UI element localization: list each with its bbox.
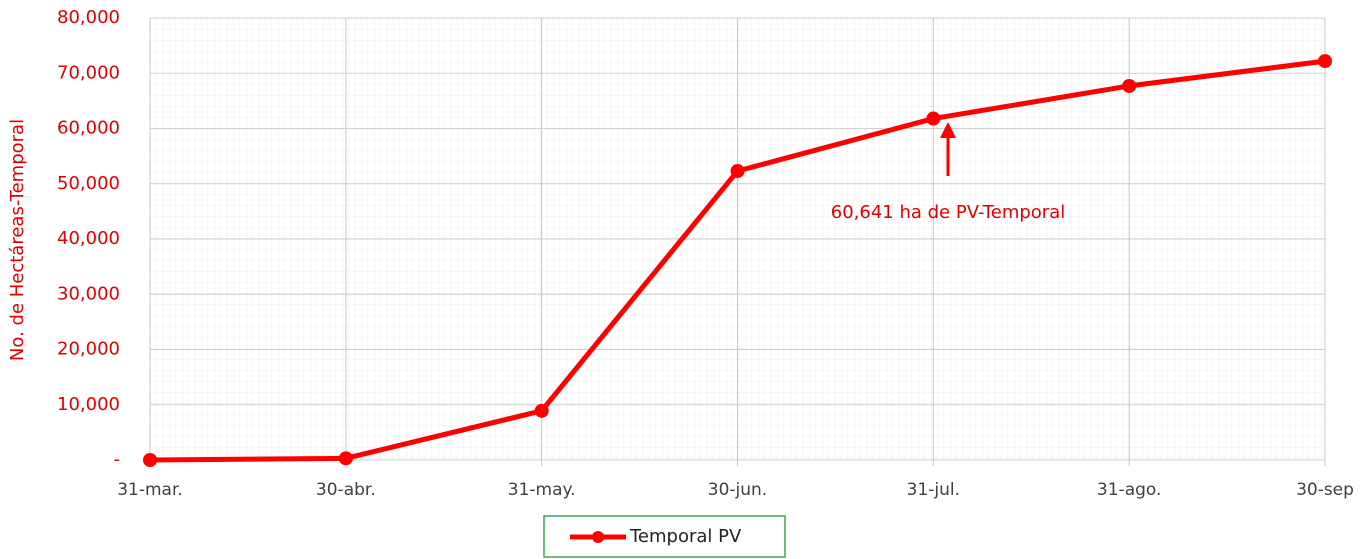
y-tick-label: 80,000	[57, 7, 120, 28]
x-tick-label: 31-ago.	[1097, 480, 1161, 500]
x-tick-label: 30-abr.	[316, 480, 376, 500]
y-tick-label: 70,000	[57, 62, 120, 83]
annotation: 60,641 ha de PV-Temporal	[831, 202, 1065, 223]
x-tick-label: 31-jul.	[907, 480, 960, 500]
data-point	[1122, 78, 1137, 93]
data-point	[926, 111, 941, 126]
legend-marker	[592, 531, 604, 543]
y-tick-label: 10,000	[57, 394, 120, 415]
x-tick-label: 30-sep	[1296, 480, 1354, 500]
legend	[543, 515, 786, 558]
y-tick-label: 20,000	[57, 339, 120, 360]
data-point	[1318, 54, 1332, 69]
data-point	[143, 453, 157, 467]
y-tick-label: -	[114, 449, 121, 470]
x-tick-label: 30-jun.	[708, 480, 767, 500]
annotation-arrowhead	[940, 122, 956, 138]
data-point	[338, 451, 353, 466]
y-tick-label: 30,000	[57, 283, 120, 304]
data-point	[534, 403, 549, 418]
y-tick-label: 50,000	[57, 173, 120, 194]
x-tick-label: 31-may.	[508, 480, 576, 500]
plot	[143, 54, 1332, 467]
legend-items: Temporal PV	[570, 526, 742, 547]
y-tick-label: 60,000	[57, 118, 120, 139]
x-tick-label: 31-mar.	[117, 480, 183, 500]
data-point	[730, 164, 745, 179]
legend-label: Temporal PV	[629, 526, 742, 547]
y-tick-label: 40,000	[57, 228, 120, 249]
y-axis-label: No. de Hectáreas-Temporal	[7, 119, 28, 361]
grid	[149, 17, 1326, 466]
